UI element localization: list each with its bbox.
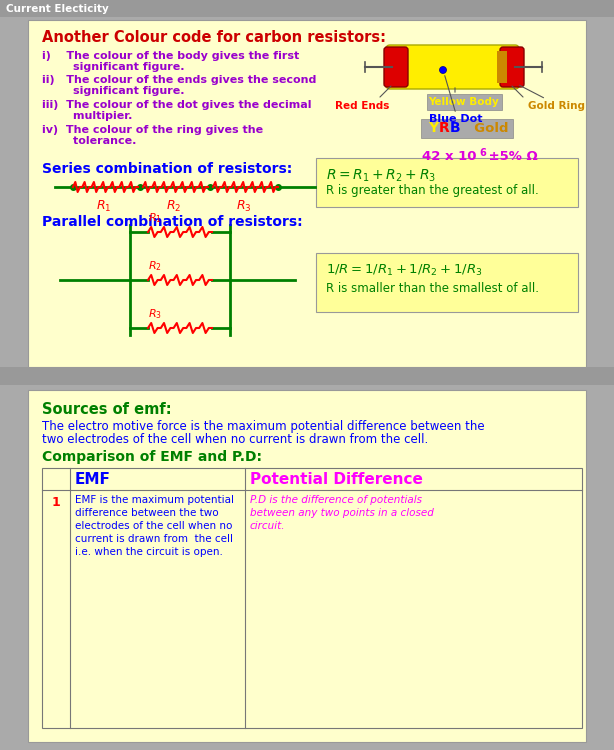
- Text: current is drawn from  the cell: current is drawn from the cell: [75, 534, 233, 544]
- FancyBboxPatch shape: [316, 158, 578, 207]
- Text: difference between the two: difference between the two: [75, 508, 219, 518]
- Circle shape: [440, 67, 446, 74]
- Text: iii)  The colour of the dot gives the decimal: iii) The colour of the dot gives the dec…: [42, 100, 311, 110]
- Text: Parallel combination of resistors:: Parallel combination of resistors:: [42, 215, 303, 229]
- Text: Y: Y: [428, 122, 438, 136]
- Bar: [28, 20, 586, 367]
- FancyBboxPatch shape: [316, 253, 578, 312]
- Text: circuit.: circuit.: [250, 521, 286, 531]
- Bar: [42, 468, 582, 728]
- Text: $R = R_1 + R_2 + R_3$: $R = R_1 + R_2 + R_3$: [326, 168, 436, 184]
- Text: Sources of emf:: Sources of emf:: [42, 402, 172, 417]
- Bar: [0, 367, 614, 385]
- Text: two electrodes of the cell when no current is drawn from the cell.: two electrodes of the cell when no curre…: [42, 433, 428, 446]
- Text: electrodes of the cell when no: electrodes of the cell when no: [75, 521, 232, 531]
- Text: between any two points in a closed: between any two points in a closed: [250, 508, 434, 518]
- Text: $R_1$: $R_1$: [96, 199, 112, 214]
- Text: Gold Ring: Gold Ring: [527, 101, 585, 111]
- Bar: [0, 0, 614, 17]
- FancyBboxPatch shape: [500, 47, 524, 87]
- Text: EMF is the maximum potential: EMF is the maximum potential: [75, 495, 234, 505]
- Text: Blue Dot: Blue Dot: [429, 114, 483, 124]
- Text: multipier.: multipier.: [42, 111, 133, 121]
- Text: $R_2$: $R_2$: [148, 260, 162, 273]
- Text: i)    The colour of the body gives the first: i) The colour of the body gives the firs…: [42, 51, 299, 61]
- FancyBboxPatch shape: [384, 47, 408, 87]
- Text: $R_2$: $R_2$: [166, 199, 182, 214]
- Text: Gold: Gold: [465, 122, 508, 135]
- Bar: [28, 390, 586, 742]
- Text: significant figure.: significant figure.: [42, 62, 184, 72]
- Text: R is smaller than the smallest of all.: R is smaller than the smallest of all.: [326, 282, 539, 295]
- Text: i.e. when the circuit is open.: i.e. when the circuit is open.: [75, 547, 223, 557]
- FancyBboxPatch shape: [386, 45, 519, 89]
- Text: Another Colour code for carbon resistors:: Another Colour code for carbon resistors…: [42, 30, 386, 45]
- Text: significant figure.: significant figure.: [42, 86, 184, 96]
- Text: 1: 1: [52, 496, 60, 509]
- Bar: [497, 51, 507, 83]
- Text: $R_3$: $R_3$: [148, 308, 162, 321]
- Text: tolerance.: tolerance.: [42, 136, 136, 146]
- Text: B: B: [450, 122, 460, 136]
- Text: Red Ends: Red Ends: [335, 101, 389, 111]
- Text: P.D is the difference of potentials: P.D is the difference of potentials: [250, 495, 422, 505]
- Text: iv)  The colour of the ring gives the: iv) The colour of the ring gives the: [42, 125, 263, 135]
- Text: Series combination of resistors:: Series combination of resistors:: [42, 162, 292, 176]
- Text: $1/R =1/R_1 + 1/R_2 + 1/R_3$: $1/R =1/R_1 + 1/R_2 + 1/R_3$: [326, 263, 483, 278]
- Text: Comparison of EMF and P.D:: Comparison of EMF and P.D:: [42, 450, 262, 464]
- Text: Potential Difference: Potential Difference: [250, 472, 423, 487]
- Text: ii)   The colour of the ends gives the second: ii) The colour of the ends gives the sec…: [42, 75, 316, 85]
- Text: The electro motive force is the maximum potential difference between the: The electro motive force is the maximum …: [42, 420, 484, 433]
- Text: R: R: [439, 122, 449, 136]
- FancyBboxPatch shape: [427, 94, 502, 110]
- FancyBboxPatch shape: [421, 119, 513, 138]
- Text: ±5% Ω: ±5% Ω: [484, 150, 538, 163]
- Text: Current Electicity: Current Electicity: [6, 4, 109, 13]
- Text: $R_1$: $R_1$: [148, 211, 162, 225]
- Text: EMF: EMF: [75, 472, 111, 487]
- Text: 6: 6: [479, 148, 486, 158]
- Text: 42 x 10: 42 x 10: [422, 150, 476, 163]
- Text: Yellow Body: Yellow Body: [429, 97, 499, 107]
- Text: $R_3$: $R_3$: [236, 199, 252, 214]
- Text: R is greater than the greatest of all.: R is greater than the greatest of all.: [326, 184, 538, 197]
